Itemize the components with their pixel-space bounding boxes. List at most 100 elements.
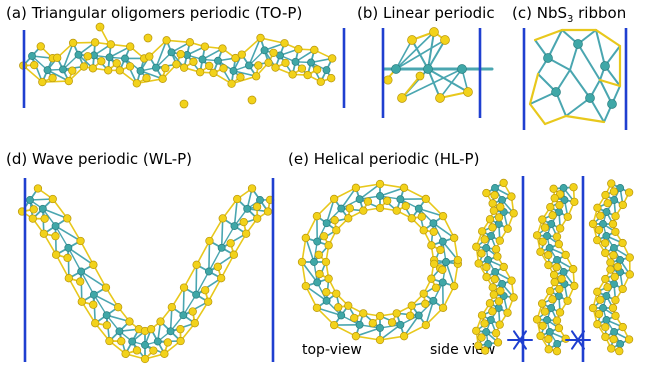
sulfur-atom	[611, 227, 620, 237]
sulfur-atom	[421, 194, 430, 204]
sulfur-atom	[237, 50, 246, 59]
sulfur-atom	[494, 297, 504, 306]
niobium-atom	[77, 267, 86, 276]
niobium-atom	[256, 196, 264, 204]
sulfur-atom	[407, 35, 417, 45]
sulfur-atom	[351, 183, 361, 192]
sulfur-atom	[607, 179, 616, 188]
sulfur-atom	[482, 272, 491, 282]
sulfur-atom	[596, 295, 605, 304]
sulfur-atom	[190, 319, 199, 328]
bond	[208, 240, 211, 273]
bond	[183, 263, 198, 289]
sulfur-atom	[594, 225, 604, 235]
niobium-atom	[153, 337, 162, 346]
sulfur-atom	[271, 63, 280, 72]
sulfur-atom	[91, 319, 100, 328]
bond	[220, 225, 236, 249]
sulfur-atom	[172, 60, 181, 69]
sulfur-atom	[540, 223, 550, 232]
sulfur-atom	[392, 206, 401, 215]
sulfur-atom	[89, 300, 98, 309]
sulfur-atom	[489, 206, 499, 215]
sulfur-atom	[450, 281, 459, 291]
niobium-atom	[376, 324, 384, 332]
sulfur-atom	[387, 318, 397, 327]
bond	[195, 270, 210, 296]
sulfur-atom	[609, 187, 619, 196]
niobium-atom	[616, 256, 625, 264]
niobium-atom	[610, 328, 619, 336]
sulfur-atom	[375, 335, 385, 345]
bond	[220, 217, 224, 249]
bond	[67, 247, 95, 266]
bond	[301, 261, 319, 284]
sulfur-atom	[281, 58, 290, 68]
sulfur-atom	[313, 65, 322, 74]
sulfur-atom	[569, 264, 578, 274]
sulfur-atom	[427, 241, 436, 250]
sulfur-atom	[375, 203, 385, 213]
sulfur-atom	[53, 53, 62, 62]
panel-b-label: (b) Linear periodic	[357, 4, 495, 22]
sulfur-atom	[552, 263, 561, 272]
niobium-atom	[307, 58, 315, 67]
sulfur-atom	[499, 262, 508, 272]
sulfur-atom	[601, 238, 610, 248]
sulfur-atom	[350, 313, 359, 323]
sulfur-atom	[63, 253, 72, 263]
sulfur-atom	[76, 277, 85, 286]
niobium-atom	[115, 327, 124, 336]
sulfur-atom	[242, 229, 251, 238]
niobium-atom	[74, 50, 83, 59]
niobium-atom	[553, 256, 561, 264]
sulfur-atom	[481, 346, 490, 355]
sulfur-atom	[40, 214, 49, 223]
sulfur-atom	[359, 309, 368, 318]
bond	[355, 327, 381, 337]
sulfur-atom	[315, 269, 324, 279]
sulfur-atom	[201, 286, 210, 295]
niobium-atom	[457, 64, 467, 74]
niobium-atom	[429, 219, 438, 228]
sulfur-atom	[247, 184, 257, 193]
sulfur-atom	[63, 214, 72, 223]
sulfur-atom	[601, 322, 610, 332]
sulfur-atom	[195, 68, 205, 77]
sulfur-atom	[399, 332, 409, 341]
sulfur-atom	[38, 77, 47, 87]
niobium-atom	[553, 340, 562, 348]
sulfur-atom	[624, 335, 634, 344]
sulfur-atom	[561, 250, 570, 260]
sulfur-atom	[405, 311, 415, 320]
sulfur-atom	[544, 260, 553, 270]
bond	[79, 240, 95, 266]
sulfur-atom	[363, 197, 373, 206]
sulfur-atom	[192, 260, 201, 269]
sulfur-atom	[28, 214, 37, 223]
sulfur-atom	[297, 257, 307, 267]
bond	[564, 114, 606, 124]
sulfur-atom	[555, 200, 564, 210]
sulfur-atom	[64, 274, 73, 283]
sulfur-atom	[36, 42, 45, 51]
sulfur-atom	[104, 66, 113, 75]
niobium-atom	[121, 54, 129, 63]
sulfur-atom	[608, 303, 618, 313]
sulfur-atom	[233, 194, 242, 204]
sulfur-atom	[407, 214, 416, 223]
niobium-atom	[313, 237, 322, 246]
sulfur-atom	[156, 317, 165, 326]
sulfur-atom	[392, 309, 401, 318]
sulfur-atom	[375, 179, 385, 189]
sulfur-atom	[570, 197, 579, 207]
sulfur-atom	[310, 45, 319, 55]
sulfur-atom	[218, 44, 227, 53]
sulfur-atom	[611, 296, 620, 305]
sulfur-atom	[493, 252, 502, 261]
niobium-atom	[229, 66, 238, 75]
structure-e-helix-side-view	[472, 178, 634, 356]
sulfur-atom	[179, 99, 189, 109]
sulfur-atom	[624, 188, 634, 197]
bond	[571, 339, 579, 350]
